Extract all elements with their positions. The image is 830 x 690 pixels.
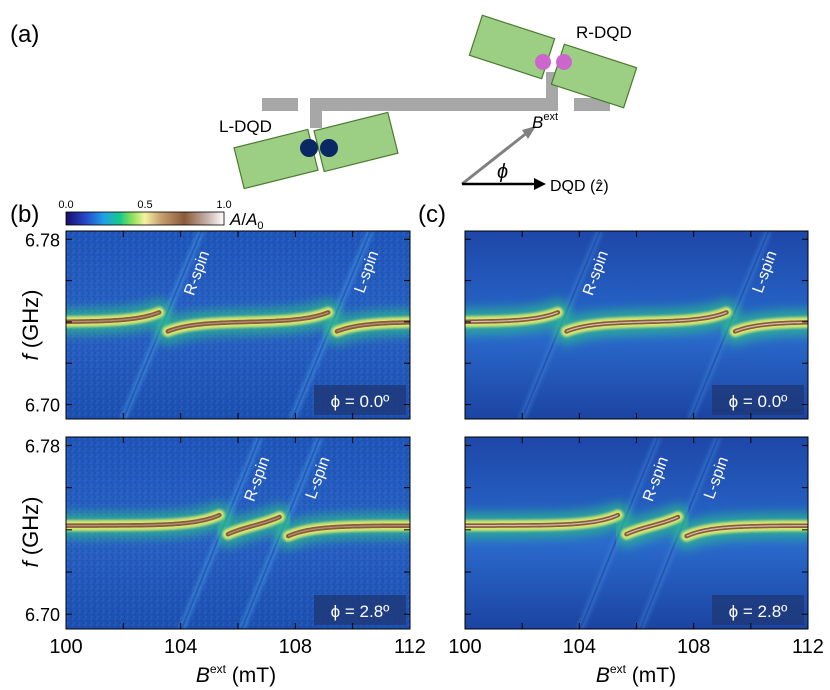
resonance-peak-2 [336, 321, 410, 332]
angle-symbol: ϕ [497, 161, 508, 183]
panel-label-a: (a) [10, 21, 39, 48]
right-dqd-label: R-DQD [576, 23, 632, 42]
phi-label: ϕ = 0.0º [331, 392, 390, 411]
xtick-label: 112 [792, 636, 824, 658]
xtick-label: 104 [164, 636, 197, 658]
left-gates [233, 111, 399, 190]
ylabel-top: f (GHz) [18, 290, 43, 361]
right-dot-1 [535, 54, 551, 70]
panel-label-c: (c) [418, 201, 446, 228]
phi-box [712, 385, 804, 415]
xlabel-right: Bext (mT) [596, 662, 676, 687]
phi-label: ϕ = 0.0º [729, 392, 788, 411]
resonance-peak-0 [66, 514, 220, 527]
left-dqd-label: L-DQD [219, 117, 272, 136]
colorbar-label: A/A0 [229, 210, 264, 232]
resonator [262, 72, 610, 128]
colorbar-gradient [65, 211, 225, 226]
resonance-peak-0 [465, 514, 619, 527]
colorbar-tick-1: 0.5 [137, 199, 152, 211]
ytick-label: 6.78 [25, 436, 60, 456]
resonance-peak-0 [66, 311, 160, 323]
left-dot-2 [320, 139, 338, 157]
resonance-peak-2 [287, 525, 410, 537]
xtick-label: 104 [563, 636, 596, 658]
panel-label-b: (b) [10, 201, 39, 228]
ytick-label: 6.70 [25, 605, 60, 625]
resonance-peak-1 [626, 516, 679, 535]
phi-box [314, 595, 406, 625]
right-gates [468, 14, 638, 109]
phi-label: ϕ = 2.8º [729, 602, 788, 621]
axis-arrowhead [534, 178, 546, 190]
field-label: Bext [532, 111, 558, 132]
colorbar-tick-2: 1.0 [216, 199, 231, 211]
xtick-label: 112 [394, 636, 426, 658]
resonance-peak-1 [167, 311, 329, 332]
xtick-label: 100 [448, 636, 481, 658]
left-dot-1 [300, 139, 318, 157]
field-arrow [461, 130, 529, 186]
xtick-label: 108 [677, 636, 710, 658]
ytick-label: 6.70 [25, 396, 60, 416]
phi-box [712, 595, 804, 625]
xtick-label: 108 [279, 636, 312, 658]
resonance-peak-2 [686, 525, 808, 537]
colorbar: 0.0 0.5 1.0 A/A0 [58, 199, 263, 232]
resonance-peak-1 [566, 311, 727, 332]
resonance-peak-2 [734, 321, 808, 332]
ytick-label: 6.78 [25, 230, 60, 250]
resonance-peak-1 [227, 516, 280, 535]
xtick-label: 100 [49, 636, 82, 658]
resonance-peak-0 [465, 311, 559, 323]
device-schematic: L-DQD R-DQD Bext ϕ DQD (ẑ) [219, 14, 638, 195]
xlabel-left: Bext (mT) [196, 662, 276, 687]
field-arrowhead [522, 126, 536, 139]
right-dot-2 [556, 54, 572, 70]
axis-label: DQD (ẑ) [550, 178, 609, 195]
phi-box [314, 385, 406, 415]
colorbar-tick-0: 0.0 [58, 199, 73, 211]
phi-label: ϕ = 2.8º [331, 602, 390, 621]
ylabel-bottom: f (GHz) [18, 497, 43, 568]
